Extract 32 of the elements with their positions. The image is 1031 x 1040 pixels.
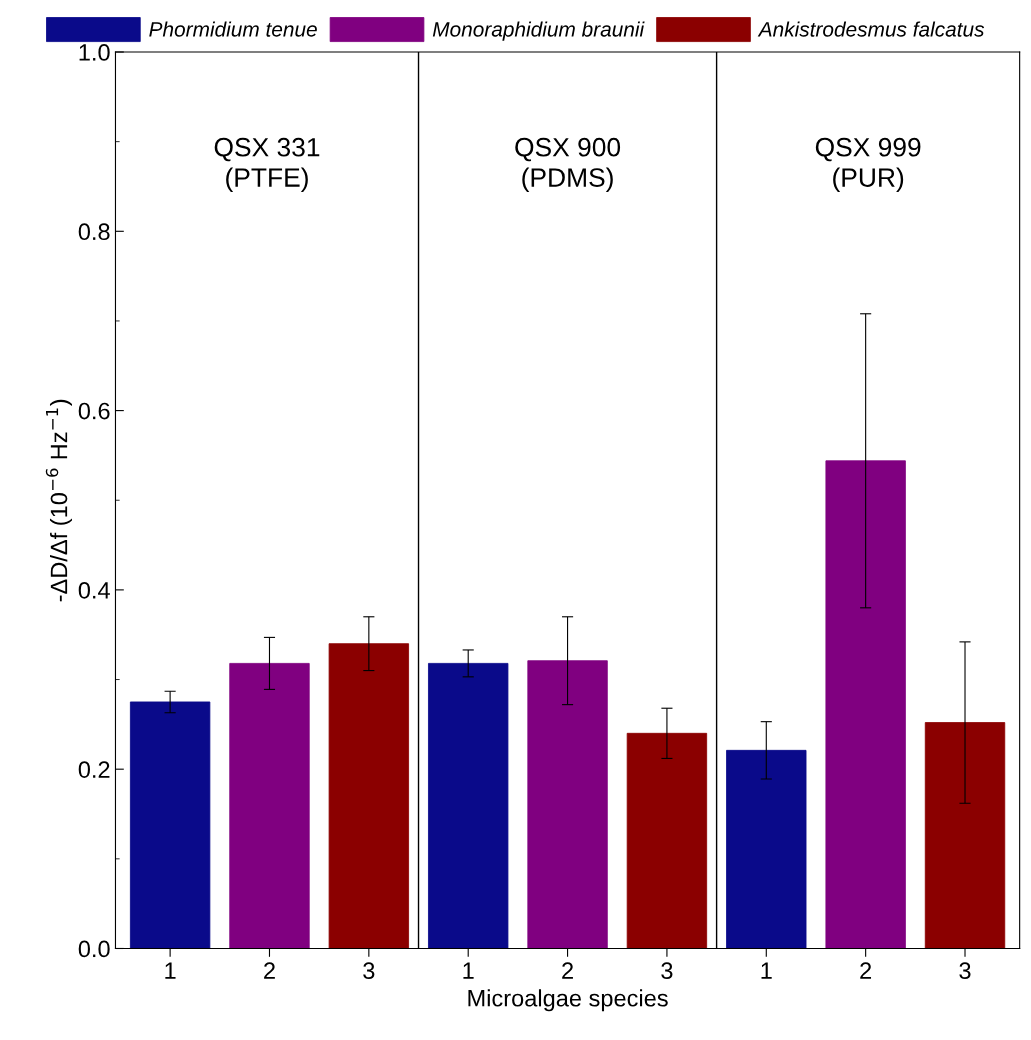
x-tick-label: 1 — [761, 962, 772, 979]
bar — [328, 643, 410, 949]
x-tick-label: 3 — [363, 962, 375, 980]
bar — [726, 749, 807, 949]
bar — [626, 732, 708, 949]
annotation: QSX 331 (PTFE) — [214, 137, 320, 193]
legend-label: Ankistrodesmus falcatus — [757, 21, 985, 37]
y-tick-label: 0.0 — [78, 940, 110, 958]
x-tick-label: 1 — [463, 962, 474, 979]
bar — [527, 660, 608, 949]
bar — [428, 662, 509, 949]
annotation: QSX 999 (PUR) — [815, 137, 921, 193]
x-axis-title: Microalgae species — [468, 989, 668, 1012]
y-axis-title: -ΔD/Δf (10$^{−6}$ Hz$^{−1}$) — [45, 399, 72, 602]
x-tick-label: 2 — [562, 962, 573, 979]
legend-label: Phormidium tenue — [149, 21, 317, 37]
y-tick-label: 0.8 — [78, 223, 110, 241]
x-tick-label: 3 — [959, 962, 971, 980]
annotation: QSX 900 (PDMS) — [515, 137, 621, 193]
x-tick-label: 1 — [165, 962, 176, 979]
y-tick-label: 0.4 — [78, 581, 110, 599]
legend-label: Monoraphidium braunii — [432, 21, 645, 41]
y-tick-label: 0.6 — [78, 402, 110, 420]
bar — [825, 460, 906, 949]
x-tick-label: 2 — [264, 962, 275, 979]
bar — [129, 701, 211, 949]
x-tick-label: 3 — [661, 962, 673, 980]
y-tick-label: 0.2 — [78, 761, 110, 778]
x-tick-label: 2 — [860, 962, 872, 979]
bar — [229, 662, 310, 949]
y-tick-label: 1.0 — [79, 44, 110, 61]
bar — [924, 722, 1006, 949]
